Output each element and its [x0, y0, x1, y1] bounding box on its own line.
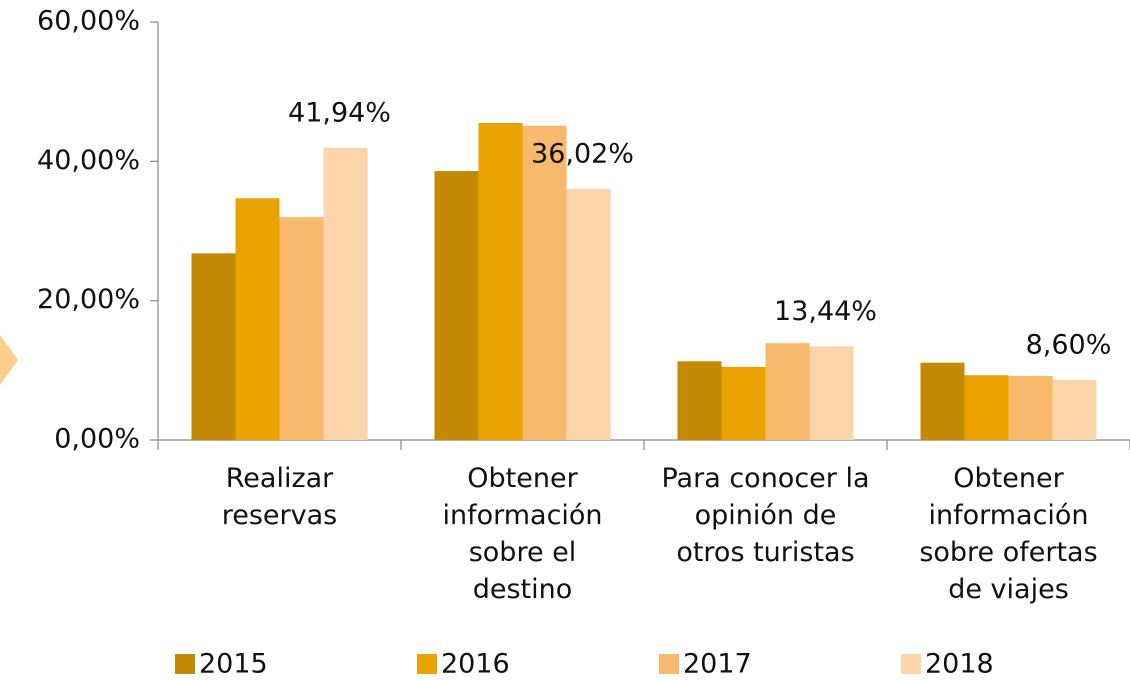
y-tick-label: 40,00%: [37, 145, 140, 176]
data-label: 13,44%: [774, 296, 877, 327]
bar: [522, 125, 567, 440]
legend-swatch: [901, 654, 921, 674]
bar: [1052, 380, 1097, 440]
bar: [235, 198, 280, 440]
legend-swatch: [175, 654, 195, 674]
legend-label: 2016: [441, 649, 510, 680]
data-label: 8,60%: [1026, 330, 1112, 361]
bar: [920, 362, 965, 440]
x-tick-label: Realizar reservas: [221, 463, 338, 531]
bar: [478, 123, 523, 441]
bar: [566, 189, 611, 440]
bar: [809, 346, 854, 440]
y-tick-label: 0,00%: [54, 424, 140, 455]
y-tick-label: 60,00%: [37, 6, 140, 37]
bar: [434, 171, 479, 440]
data-label: 41,94%: [288, 97, 391, 128]
bar: [964, 375, 1009, 440]
bar: [677, 361, 722, 440]
decoration: [0, 335, 18, 385]
data-label: 36,02%: [531, 139, 634, 170]
x-tick-label: Obtener información sobre ofertas de via…: [919, 463, 1098, 605]
bar: [721, 366, 766, 440]
legend-label: 2015: [199, 649, 268, 680]
x-tick-label: Obtener información sobre el destino: [442, 463, 603, 605]
bar: [191, 253, 236, 440]
bar: [279, 217, 324, 440]
y-tick-label: 20,00%: [37, 284, 140, 315]
legend-swatch: [659, 654, 679, 674]
legend-label: 2017: [683, 649, 752, 680]
bar: [765, 343, 810, 440]
legend-swatch: [417, 654, 437, 674]
bar: [323, 147, 368, 440]
bar: [1008, 375, 1053, 440]
legend-label: 2018: [925, 649, 994, 680]
x-tick-label: Para conocer la opinión de otros turista…: [661, 463, 870, 568]
